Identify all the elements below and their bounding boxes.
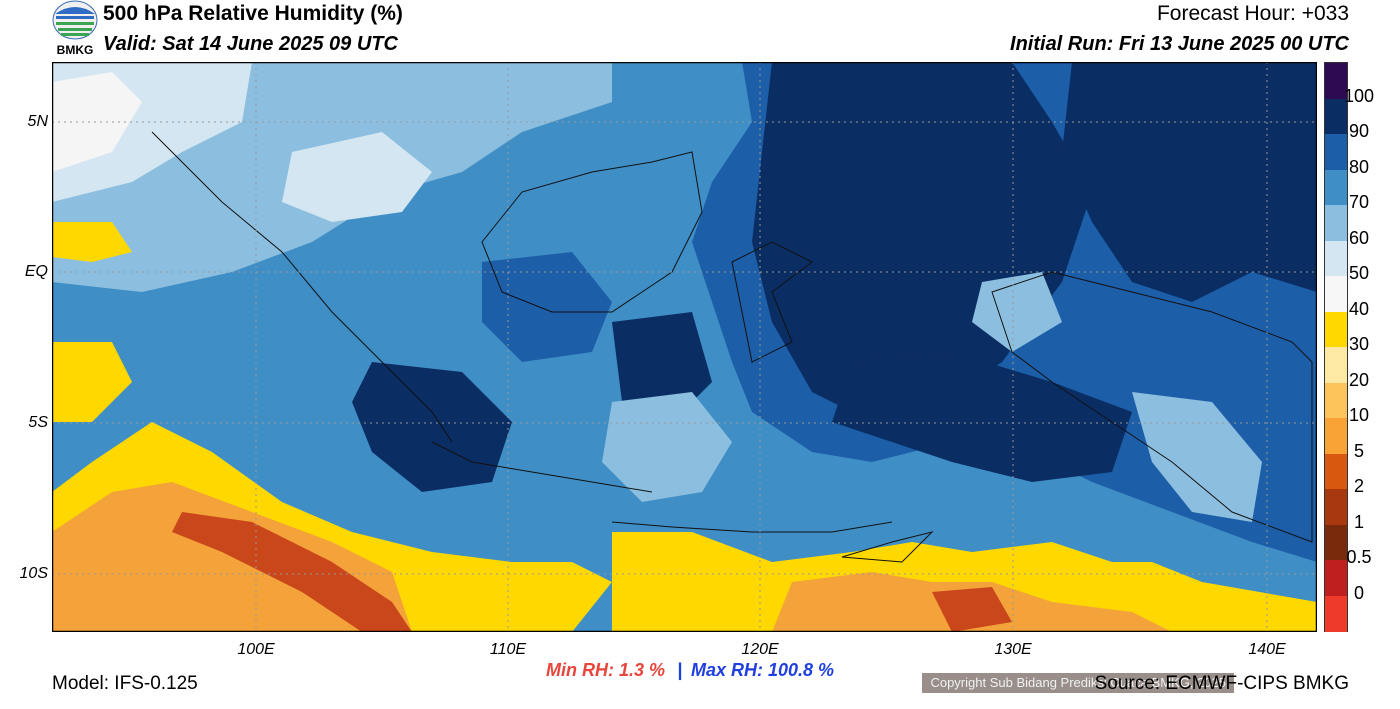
- colorbar-segment: [1325, 560, 1347, 596]
- rh-stats: Min RH: 1.3 % | Max RH: 100.8 %: [546, 660, 834, 681]
- copyright-notice: Copyright Sub Bidang Prediksi Cuaca BMKG…: [922, 673, 1234, 693]
- field-region-very-dry-south: [172, 512, 412, 632]
- rh-separator: |: [677, 660, 683, 680]
- coastline-papua: [991, 271, 1313, 543]
- field-region-white-nw: [52, 72, 142, 172]
- colorbar-label: 5: [1353, 440, 1364, 461]
- lat-label-eq: EQ: [24, 263, 48, 280]
- colorbar-segment: [1325, 311, 1347, 348]
- lat-label-10s: 10S: [19, 565, 48, 582]
- bmkg-logo-icon: [52, 0, 98, 40]
- min-rh: Min RH: 1.3 %: [546, 660, 666, 680]
- grid-lines: [52, 62, 1317, 632]
- colorbar-segment: [1325, 595, 1347, 632]
- colorbar-segment: [1325, 134, 1347, 170]
- lat-label-5n: 5N: [27, 113, 48, 130]
- humidity-map: Copyright Sub Bidang Prediksi Cuaca BMKG…: [51, 61, 1318, 693]
- colorbar-label: 30: [1348, 334, 1370, 354]
- coastlines: [151, 131, 1313, 563]
- colorbar-label: 60: [1348, 227, 1370, 248]
- model-label: Model: IFS-0.125: [52, 673, 198, 694]
- colorbar: [1324, 62, 1348, 632]
- forecast-hour: Forecast Hour: +033: [1156, 2, 1349, 25]
- lat-label-5s: 5S: [28, 414, 48, 431]
- field-region-humid-borneo: [482, 252, 612, 362]
- lon-label-130e: 130E: [994, 641, 1032, 658]
- colorbar-segment: [1325, 98, 1347, 135]
- field-region-saturated-java-sea: [352, 362, 512, 492]
- colorbar-label: 20: [1348, 369, 1370, 390]
- initial-run: Initial Run: Fri 13 June 2025 00 UTC: [1010, 33, 1349, 55]
- map-frame: [51, 61, 1318, 633]
- colorbar-label: 10: [1348, 405, 1370, 425]
- lon-label-140e: 140E: [1248, 641, 1286, 658]
- humidity-field: [51, 61, 1318, 633]
- source-label: Source: ECMWF-CIPS BMKG: [1094, 673, 1349, 694]
- field-region-pale-sumatra: [282, 132, 432, 222]
- field-region-dry-west: [52, 342, 132, 422]
- colorbar-segment: [1325, 382, 1347, 419]
- colorbar-segment: [1325, 205, 1347, 241]
- colorbar-label: 40: [1348, 298, 1370, 319]
- map-title: 500 hPa Relative Humidity (%): [103, 2, 403, 25]
- colorbar-segment: [1325, 489, 1347, 525]
- colorbar-segment: [1325, 453, 1347, 490]
- colorbar-label: 0: [1353, 582, 1364, 603]
- max-rh: Max RH: 100.8 %: [690, 660, 835, 680]
- lon-label-100e: 100E: [237, 641, 275, 658]
- coastline-lesser-sunda: [611, 521, 893, 533]
- colorbar-label: 80: [1348, 156, 1370, 177]
- field-region-saturated-banda: [832, 352, 1132, 482]
- colorbar-label: 0.5: [1346, 547, 1372, 567]
- colorbar-label: 70: [1348, 192, 1370, 212]
- coastline-java: [431, 441, 653, 493]
- field-region-light-arafura: [1132, 392, 1262, 522]
- field-region-light-papua: [972, 272, 1062, 352]
- colorbar-segment: [1325, 169, 1347, 206]
- coastline-timor: [841, 531, 934, 563]
- field-region-dry-west-small: [52, 222, 132, 262]
- lon-label-120e: 120E: [741, 641, 779, 658]
- coastline-borneo: [481, 151, 703, 313]
- colorbar-label: 1: [1353, 511, 1364, 532]
- logo-text: BMKG: [56, 43, 94, 57]
- coastline-sulawesi: [731, 241, 813, 363]
- field-region-light-central: [602, 392, 732, 502]
- coastline-sumatra: [151, 131, 453, 443]
- valid-time: Valid: Sat 14 June 2025 09 UTC: [103, 33, 398, 55]
- colorbar-label: 100: [1343, 85, 1375, 106]
- colorbar-segment: [1325, 418, 1347, 454]
- colorbar-segment: [1325, 240, 1347, 277]
- colorbar-segment: [1325, 63, 1347, 99]
- colorbar-segment: [1325, 276, 1347, 312]
- lon-label-110e: 110E: [489, 641, 527, 658]
- field-region-very-dry-timor: [932, 587, 1012, 632]
- bmkg-logo: BMKG: [52, 0, 98, 60]
- colorbar-label: 90: [1348, 121, 1370, 141]
- colorbar-segment: [1325, 524, 1347, 561]
- colorbar-segment: [1325, 347, 1347, 383]
- colorbar-label: 50: [1348, 263, 1370, 283]
- colorbar-label: 2: [1353, 476, 1364, 496]
